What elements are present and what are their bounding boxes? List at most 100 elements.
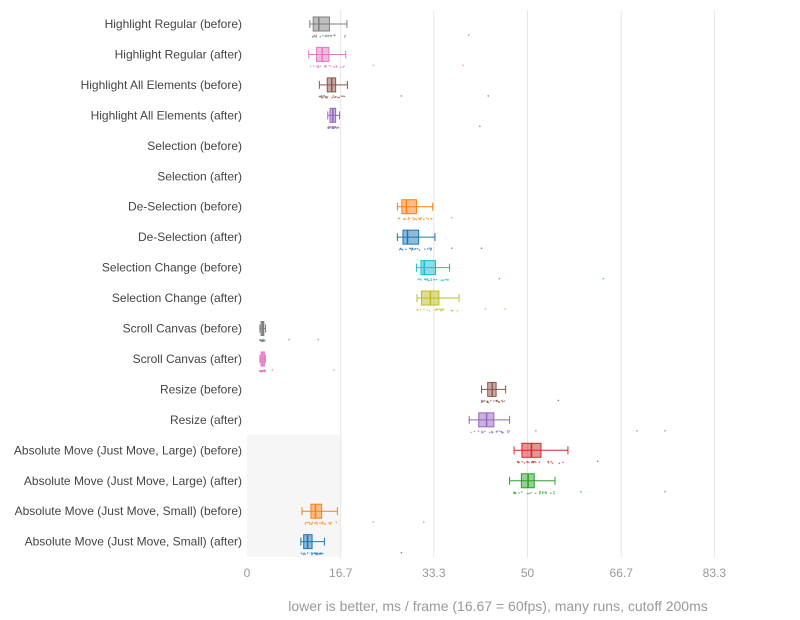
sample-point xyxy=(532,461,534,464)
sample-point xyxy=(482,431,484,434)
sample-point xyxy=(428,310,431,312)
box-iqr xyxy=(420,260,437,276)
sample-point xyxy=(413,218,415,221)
sample-point xyxy=(398,248,401,251)
sample-point xyxy=(327,34,330,37)
sample-point xyxy=(429,249,432,251)
sample-point xyxy=(495,399,498,402)
sample-point xyxy=(436,308,439,311)
outlier-point xyxy=(372,64,375,67)
category-label: Absolute Move (Just Move, Large) (before… xyxy=(14,443,242,457)
outlier-point xyxy=(487,95,490,97)
sample-point xyxy=(427,218,430,220)
sample-point xyxy=(430,279,433,282)
sample-point xyxy=(426,278,429,281)
sample-point xyxy=(404,218,407,220)
sample-point xyxy=(329,34,331,37)
outlier-point xyxy=(484,308,487,310)
sample-point xyxy=(440,310,442,312)
sample-point xyxy=(328,127,331,129)
sample-point xyxy=(538,492,541,495)
sample-point xyxy=(330,127,333,130)
sample-point xyxy=(528,461,530,464)
sample-point xyxy=(329,522,331,525)
outlier-point xyxy=(462,64,464,67)
sample-point xyxy=(414,217,416,220)
sample-point xyxy=(306,552,309,554)
sample-point xyxy=(409,247,412,250)
sample-point xyxy=(530,461,533,464)
sample-point xyxy=(326,96,329,98)
sample-point xyxy=(502,400,504,403)
category-label: Selection Change (before) xyxy=(102,261,242,275)
x-tick-label: 66.7 xyxy=(610,566,634,580)
sample-point xyxy=(334,126,337,129)
sample-point xyxy=(340,95,343,97)
sample-point xyxy=(313,552,316,554)
sample-point xyxy=(441,279,444,281)
outlier-point xyxy=(636,430,638,432)
sample-point xyxy=(482,400,485,403)
sample-point xyxy=(300,552,303,555)
sample-point xyxy=(450,309,453,312)
sample-point xyxy=(484,430,486,433)
sample-point xyxy=(497,400,500,403)
sample-point xyxy=(311,521,314,524)
outlier-point xyxy=(450,247,453,249)
category-label: Highlight All Elements (after) xyxy=(91,108,242,122)
sample-point xyxy=(508,430,511,432)
sample-point xyxy=(456,309,459,312)
sample-point xyxy=(315,521,318,524)
sample-point xyxy=(417,278,419,281)
sample-point xyxy=(562,461,564,464)
sample-point xyxy=(330,521,332,524)
category-label: Selection Change (after) xyxy=(112,291,242,305)
sample-point xyxy=(332,95,335,97)
sample-point xyxy=(433,278,435,281)
outlier-point xyxy=(479,125,481,128)
sample-point xyxy=(545,491,547,493)
sample-point xyxy=(337,96,339,99)
sample-point xyxy=(418,249,421,251)
sample-point xyxy=(342,95,344,97)
sample-point xyxy=(313,522,316,524)
sample-point xyxy=(420,217,423,219)
box-group xyxy=(327,107,481,130)
sample-point xyxy=(430,277,432,280)
reference-band-layer xyxy=(247,435,341,557)
sample-point xyxy=(338,96,341,99)
sample-point xyxy=(434,309,436,312)
sample-point xyxy=(507,431,510,434)
sample-point xyxy=(521,460,523,463)
sample-point xyxy=(405,248,407,251)
sample-point xyxy=(538,461,541,463)
outlier-point xyxy=(317,338,320,341)
sample-point xyxy=(528,492,530,495)
sample-point xyxy=(401,248,404,251)
sample-point xyxy=(534,492,537,495)
sample-point xyxy=(412,217,414,219)
category-label: De-Selection (before) xyxy=(128,200,242,214)
sample-point xyxy=(488,431,491,434)
sample-point xyxy=(336,127,338,129)
box-iqr xyxy=(310,503,323,519)
category-label: Absolute Move (Just Move, Large) (after) xyxy=(24,474,242,488)
sample-point xyxy=(483,399,486,402)
sample-point xyxy=(335,96,337,98)
boxes-layer xyxy=(259,16,666,556)
outlier-point xyxy=(602,277,605,280)
sample-point xyxy=(547,461,550,464)
sample-point xyxy=(426,248,429,250)
outlier-point xyxy=(450,216,453,219)
sample-point xyxy=(427,279,429,282)
sample-point xyxy=(343,36,346,38)
sample-point xyxy=(502,431,504,434)
sample-point xyxy=(403,218,405,220)
sample-point xyxy=(407,218,409,221)
outlier-point xyxy=(664,490,666,493)
outlier-point xyxy=(596,460,599,463)
sample-point xyxy=(261,339,264,341)
box-group xyxy=(318,77,490,99)
sample-point xyxy=(417,217,420,220)
sample-point xyxy=(530,492,532,494)
